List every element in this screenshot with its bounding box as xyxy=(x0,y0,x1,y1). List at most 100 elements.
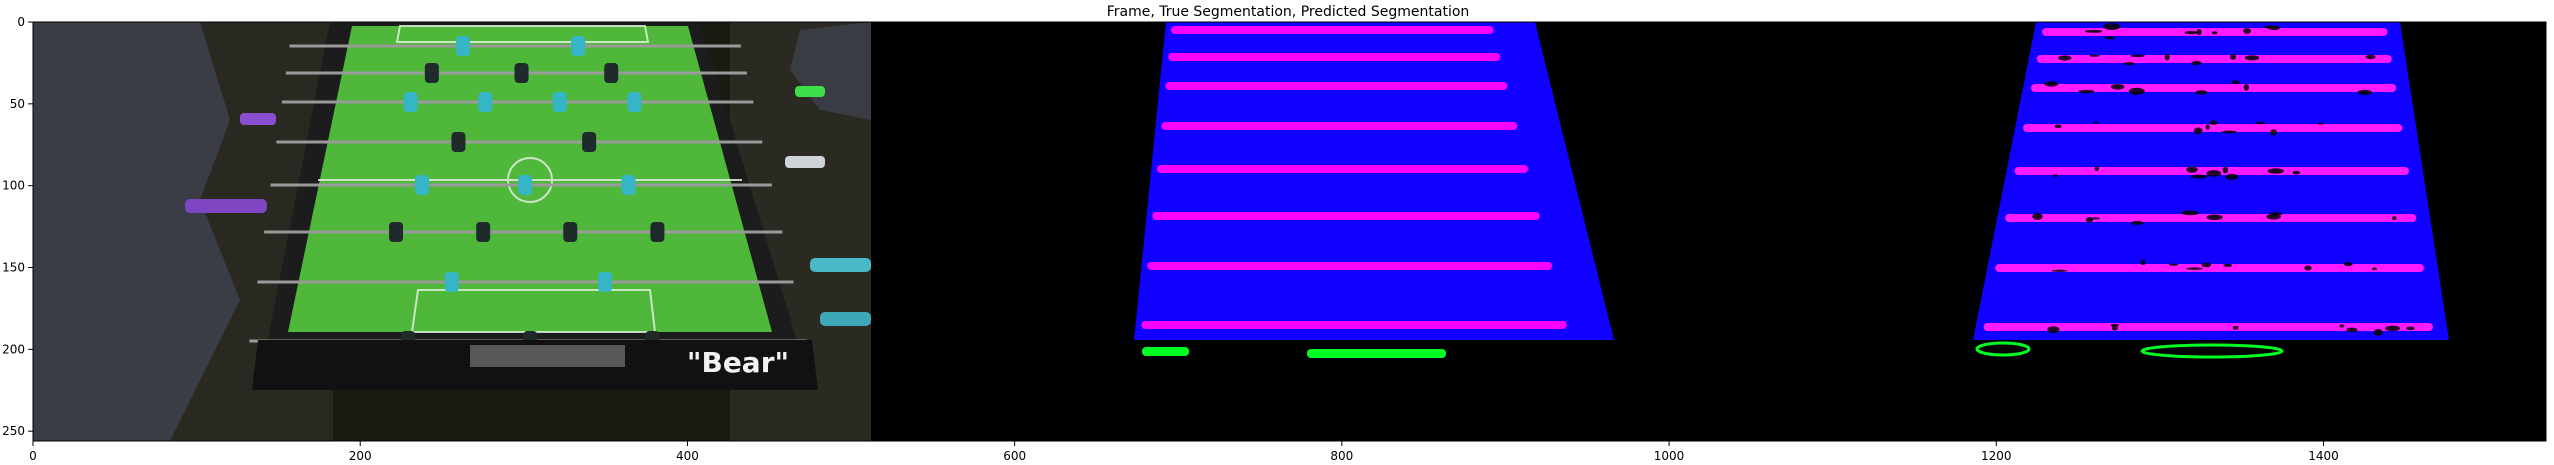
predicted-noise-speck xyxy=(2190,174,2208,179)
frame-player xyxy=(514,63,529,83)
predicted-noise-speck xyxy=(2191,60,2202,66)
predicted-noise xyxy=(2032,23,2415,336)
x-tick-label: 800 xyxy=(1330,449,1353,463)
predicted-noise-speck xyxy=(2111,325,2118,331)
frame-player xyxy=(476,222,491,242)
predicted-segmentation-panel xyxy=(1973,22,2449,359)
true-rod xyxy=(1152,212,1540,220)
predicted-noise-speck xyxy=(2085,217,2094,223)
x-tick-label: 200 xyxy=(349,449,372,463)
predicted-rod xyxy=(2023,124,2403,132)
predicted-noise-speck xyxy=(2221,130,2237,134)
frame-player xyxy=(604,63,619,83)
figure-title: Frame, True Segmentation, Predicted Segm… xyxy=(1107,4,1470,20)
frame-handles xyxy=(185,86,871,326)
true-rod xyxy=(1165,82,1508,90)
frame-player xyxy=(621,175,636,195)
predicted-noise-speck xyxy=(2269,129,2278,136)
x-tick-label: 1400 xyxy=(2308,449,2339,463)
predicted-noise-speck xyxy=(2223,263,2233,267)
predicted-noise-speck xyxy=(2243,27,2252,34)
predicted-noise-speck xyxy=(2292,170,2301,175)
predicted-noise-speck xyxy=(2206,170,2222,177)
predicted-noise-speck xyxy=(2392,216,2397,221)
frame-player xyxy=(389,222,404,242)
y-tick-label: 250 xyxy=(2,424,25,438)
predicted-goal-left xyxy=(1975,341,2031,357)
true-rods xyxy=(1141,26,1567,329)
predicted-noise-speck xyxy=(2339,324,2345,328)
predicted-noise-speck xyxy=(2365,54,2376,60)
y-tick-label: 100 xyxy=(2,179,25,193)
true-goal-left xyxy=(1142,347,1189,356)
frame-player xyxy=(571,36,586,56)
frame-player xyxy=(552,92,567,112)
true-rod xyxy=(1157,165,1529,173)
y-tick-label: 200 xyxy=(2,342,25,356)
predicted-rod xyxy=(2036,55,2392,63)
true-goal-right xyxy=(1307,349,1446,358)
y-axis: 0 50 100 150 200 250 xyxy=(2,15,33,438)
y-tick-label: 150 xyxy=(2,261,25,275)
predicted-noise-speck xyxy=(2371,267,2378,271)
predicted-noise-speck xyxy=(2094,166,2099,172)
frame-player xyxy=(414,175,429,195)
predicted-noise-speck xyxy=(2195,90,2208,95)
frame-player xyxy=(424,63,439,83)
predicted-noise-speck xyxy=(2268,25,2281,31)
predicted-noise-speck xyxy=(2186,166,2198,173)
predicted-noise-speck xyxy=(2091,217,2101,220)
x-tick-label: 0 xyxy=(29,449,37,463)
predicted-noise-speck xyxy=(2346,327,2358,333)
predicted-noise-speck xyxy=(2373,329,2383,336)
x-tick-label: 1000 xyxy=(1654,449,1685,463)
frame-counters xyxy=(470,345,625,367)
y-tick-label: 0 xyxy=(17,15,25,29)
predicted-noise-speck xyxy=(2054,124,2062,129)
frame-player xyxy=(456,36,471,56)
handle-green xyxy=(795,86,825,97)
predicted-noise-speck xyxy=(2110,83,2125,90)
predicted-noise-speck xyxy=(2225,173,2239,180)
x-tick-label: 400 xyxy=(676,449,699,463)
true-rod xyxy=(1141,321,1567,329)
predicted-noise-speck xyxy=(2205,124,2210,130)
predicted-noise-speck xyxy=(2140,259,2146,266)
predicted-noise-speck xyxy=(2084,29,2103,33)
frame-player xyxy=(518,175,533,195)
predicted-noise-speck xyxy=(2406,326,2415,331)
x-axis: 0 200 400 600 800 1000 1200 1400 xyxy=(29,441,2339,463)
frame-player xyxy=(627,92,642,112)
predicted-noise-speck xyxy=(2131,220,2144,225)
predicted-noise-speck xyxy=(2057,55,2072,61)
predicted-noise-speck xyxy=(2089,54,2100,57)
predicted-noise-speck xyxy=(2130,54,2145,58)
predicted-goal-right xyxy=(2140,343,2284,359)
frame-players xyxy=(389,36,665,351)
predicted-noise-speck xyxy=(2051,269,2068,272)
x-tick-label: 600 xyxy=(1003,449,1026,463)
predicted-noise-speck xyxy=(2222,166,2229,174)
predicted-noise-speck xyxy=(2181,210,2200,216)
true-rod xyxy=(1168,53,1501,61)
predicted-noise-speck xyxy=(2047,326,2060,334)
predicted-noise-speck xyxy=(2201,262,2212,268)
handle-purple-1 xyxy=(240,113,276,125)
predicted-noise-speck xyxy=(2255,121,2266,125)
predicted-noise-speck xyxy=(2128,87,2145,95)
x-tick-label: 1200 xyxy=(1981,449,2012,463)
predicted-noise-speck xyxy=(2232,325,2239,330)
predicted-noise-speck xyxy=(2193,127,2203,135)
axes-frame xyxy=(32,21,2547,442)
frame-player xyxy=(451,132,466,152)
frame-sign-text: "Bear" xyxy=(687,346,789,379)
true-mask-table xyxy=(1134,22,1614,340)
predicted-noise-speck xyxy=(2078,89,2095,94)
predicted-noise-speck xyxy=(2209,120,2218,125)
predicted-noise-speck xyxy=(2052,174,2059,177)
predicted-noise-speck xyxy=(2231,80,2240,85)
predicted-rod xyxy=(1995,264,2424,272)
handle-white xyxy=(785,156,825,168)
predicted-mask-table xyxy=(1973,22,2449,340)
